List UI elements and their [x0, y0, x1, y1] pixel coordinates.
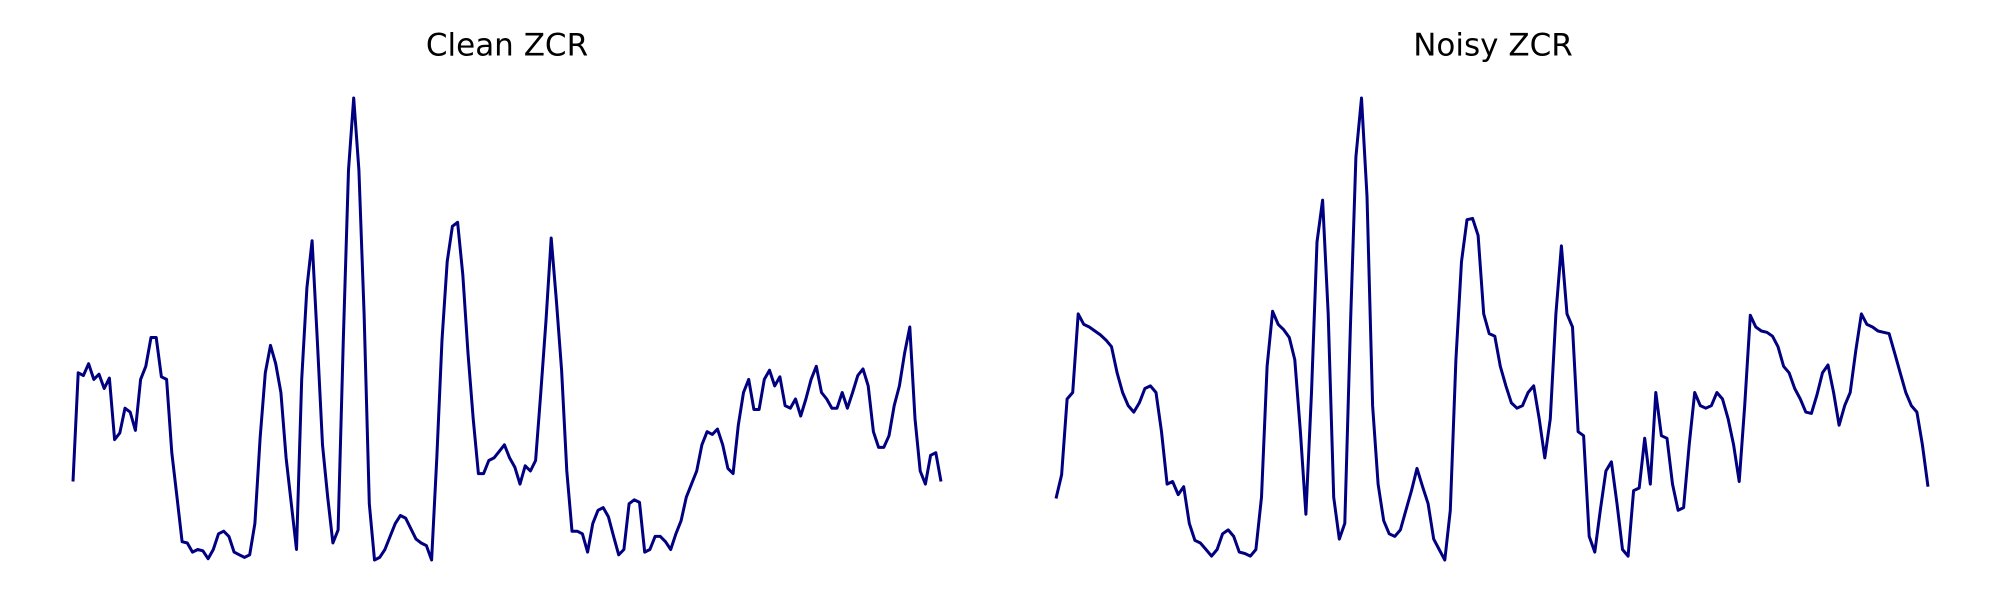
chart-title: Clean ZCR: [426, 28, 588, 64]
line: [1054, 96, 1930, 562]
line: [71, 96, 943, 562]
chart-title: Noisy ZCR: [1413, 28, 1573, 64]
